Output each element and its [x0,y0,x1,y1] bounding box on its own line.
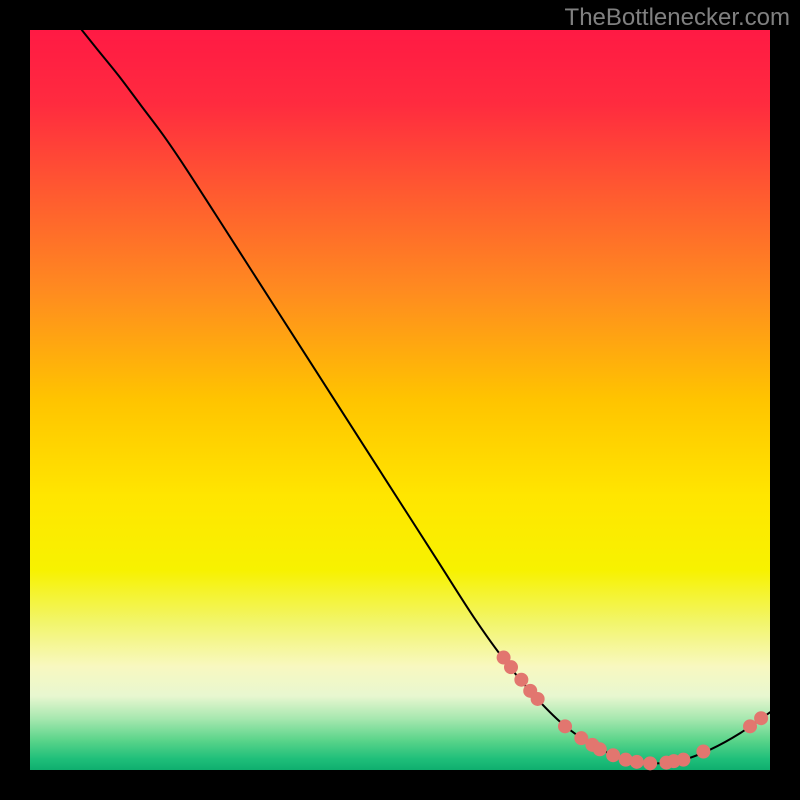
data-point-marker [607,749,620,762]
data-point-marker [531,692,544,705]
data-point-marker [644,757,657,770]
plot-svg [0,0,800,800]
data-point-marker [677,753,690,766]
data-point-marker [515,673,528,686]
chart-container: TheBottlenecker.com [0,0,800,800]
data-point-marker [755,712,768,725]
data-point-marker [744,720,757,733]
data-point-marker [630,755,643,768]
data-point-marker [505,661,518,674]
data-point-marker [697,745,710,758]
data-point-marker [559,720,572,733]
watermark-text: TheBottlenecker.com [565,4,790,32]
curve-line [82,30,770,763]
data-point-marker [593,743,606,756]
